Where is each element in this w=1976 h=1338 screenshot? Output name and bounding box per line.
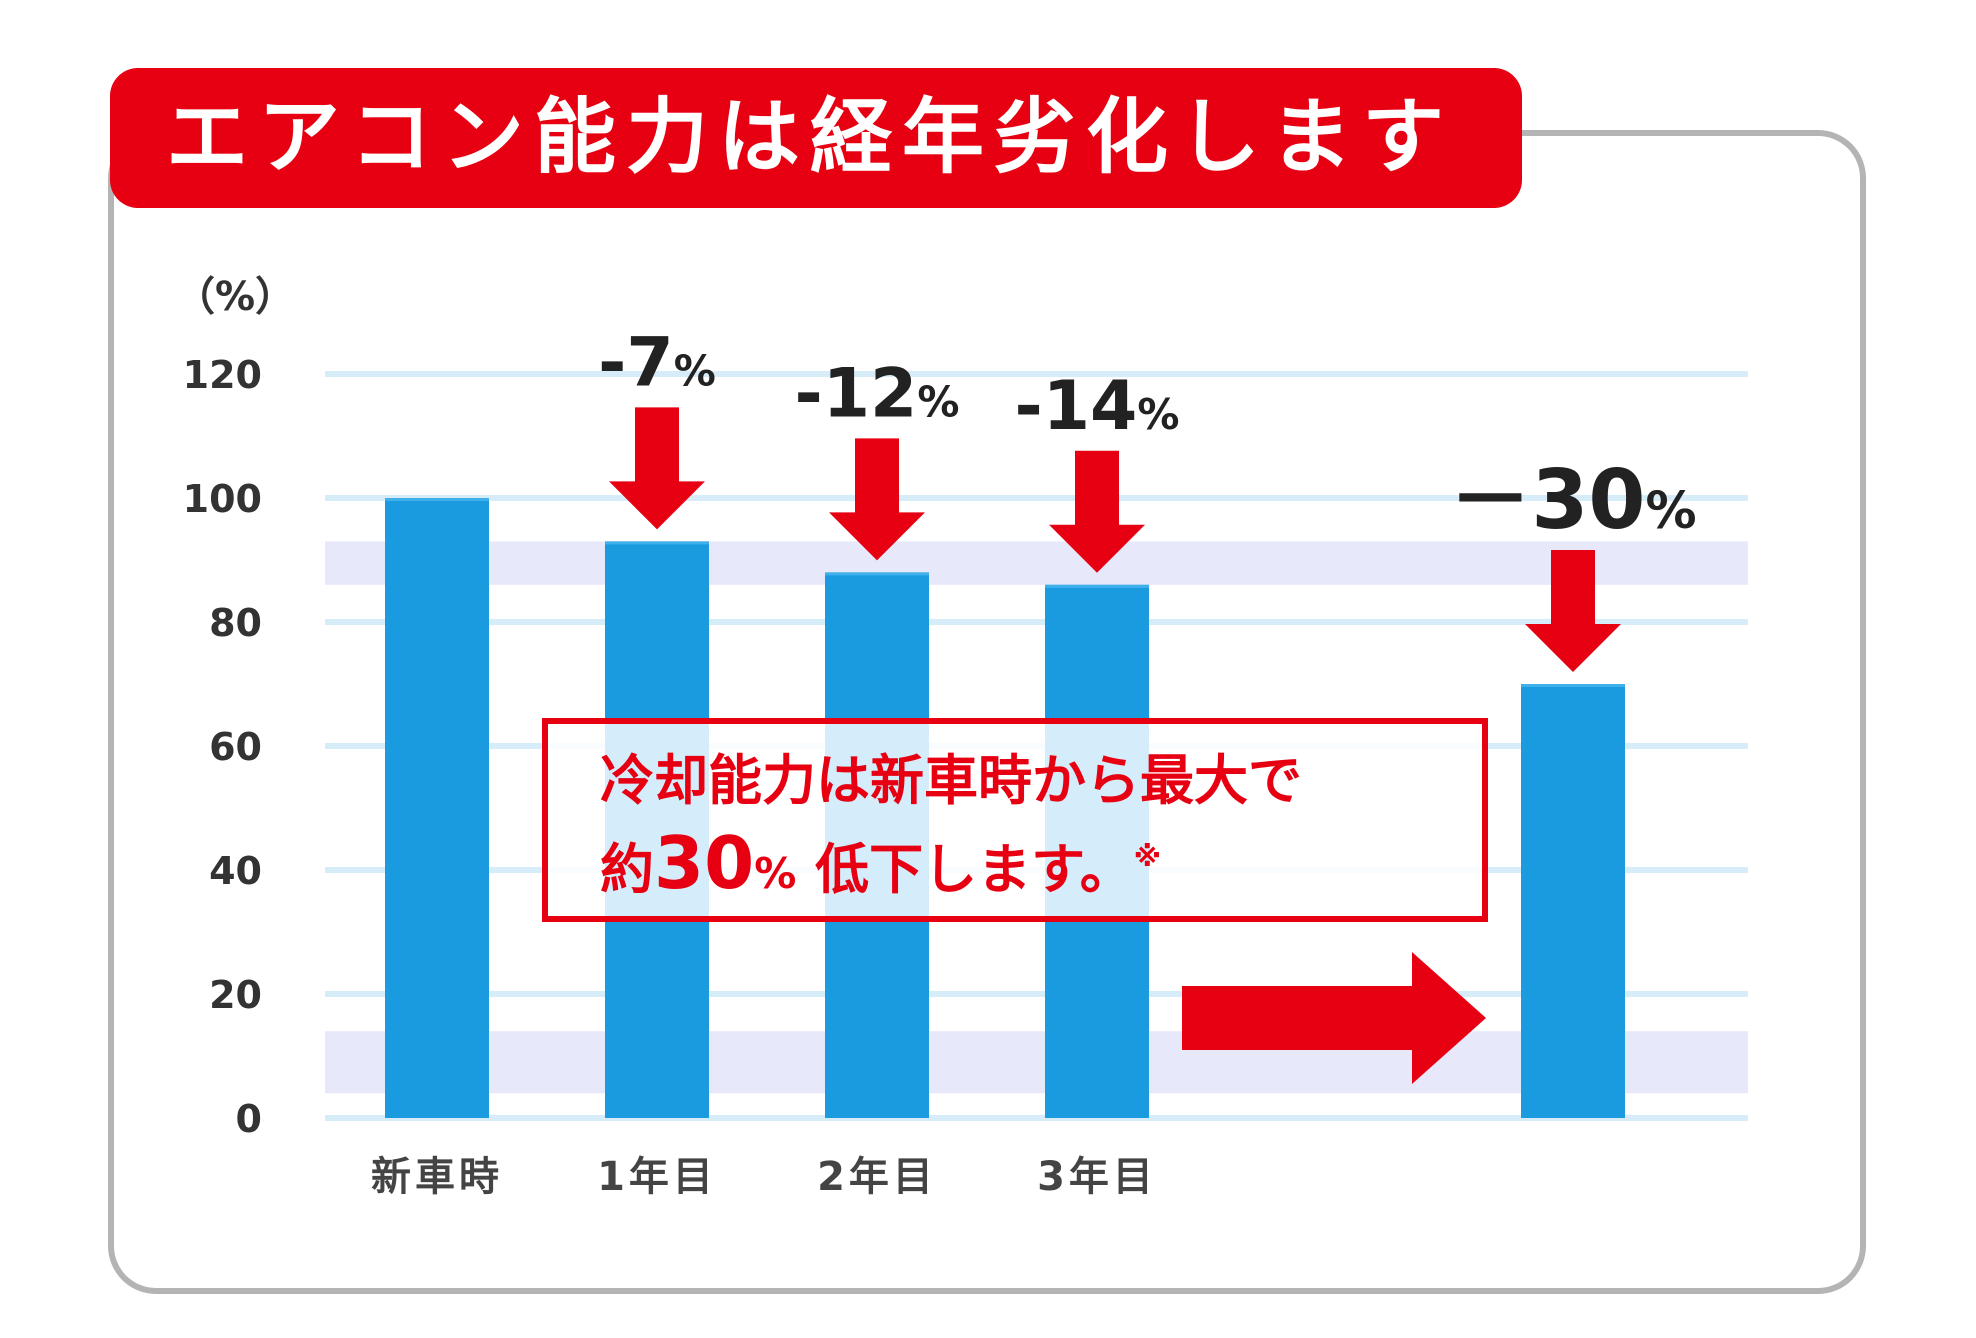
drop-label-percent: %	[1137, 390, 1179, 439]
callout-box: 冷却能力は新車時から最大で 約30% 低下します。※	[542, 718, 1488, 922]
down-arrow-icon	[829, 438, 925, 561]
drop-label-percent: %	[674, 346, 716, 395]
right-arrow-shape	[1182, 952, 1486, 1084]
drop-label: -14%	[1015, 367, 1180, 446]
drop-annotations: -7% -12% -14%－30%	[598, 323, 1697, 672]
callout-note-mark: ※	[1133, 840, 1161, 873]
y-tick-label: 100	[183, 477, 262, 521]
y-axis-unit-label: （%）	[175, 274, 295, 320]
callout-number: 30	[654, 821, 755, 905]
drop-label-number: -14	[1015, 367, 1138, 446]
bar	[1521, 684, 1625, 1118]
gridline	[325, 371, 1748, 377]
y-tick-label: 80	[209, 601, 262, 645]
callout-prefix: 約	[600, 838, 654, 901]
drop-label-number: －30	[1449, 453, 1645, 548]
drop-label: -7%	[598, 323, 716, 402]
y-tick-label: 120	[183, 353, 262, 397]
bar-top-edge	[1521, 684, 1625, 687]
chart-title: エアコン能力は経年劣化します	[110, 68, 1522, 208]
callout-line-2: 約30% 低下します。※	[600, 822, 1482, 915]
y-axis-ticks: 0 20 40 60 80 100 120	[183, 353, 262, 1141]
background-band	[325, 1031, 1748, 1094]
drop-label: －30%	[1449, 453, 1696, 548]
y-tick-label: 40	[209, 849, 262, 893]
callout-line-1: 冷却能力は新車時から最大で	[600, 749, 1302, 812]
down-arrow-icon	[609, 407, 705, 530]
y-tick-label: 0	[236, 1097, 262, 1141]
down-arrow-icon	[1525, 550, 1621, 672]
x-category-label: 2年目	[817, 1154, 937, 1200]
gridline	[325, 495, 1748, 501]
callout-suffix: 低下します。	[815, 838, 1134, 901]
background-bands	[325, 541, 1748, 1094]
y-tick-label: 60	[209, 725, 262, 769]
right-arrow-icon	[1182, 952, 1486, 1084]
down-arrow-icon	[1049, 450, 1145, 573]
drop-label-percent: %	[917, 377, 959, 426]
gridline	[325, 619, 1748, 625]
gridline	[325, 991, 1748, 997]
drop-label-number: -7	[598, 323, 674, 402]
bar-top-edge	[825, 572, 929, 576]
x-axis-categories: 新車時 1年目 2年目 3年目	[371, 1154, 1157, 1200]
drop-label: -12%	[795, 354, 960, 433]
gridline	[325, 1115, 1748, 1121]
drop-label-number: -12	[795, 354, 918, 433]
bar-top-edge	[385, 498, 489, 501]
x-category-label: 1年目	[597, 1154, 717, 1200]
bar-top-edge	[605, 541, 709, 545]
callout-percent: %	[754, 849, 797, 898]
y-tick-label: 20	[209, 973, 262, 1017]
background-band	[325, 541, 1748, 585]
drop-label-percent: %	[1646, 482, 1697, 541]
bar	[385, 498, 489, 1118]
bar-top-edge	[1045, 584, 1149, 588]
x-category-label: 新車時	[371, 1154, 503, 1200]
x-category-label: 3年目	[1037, 1154, 1157, 1200]
